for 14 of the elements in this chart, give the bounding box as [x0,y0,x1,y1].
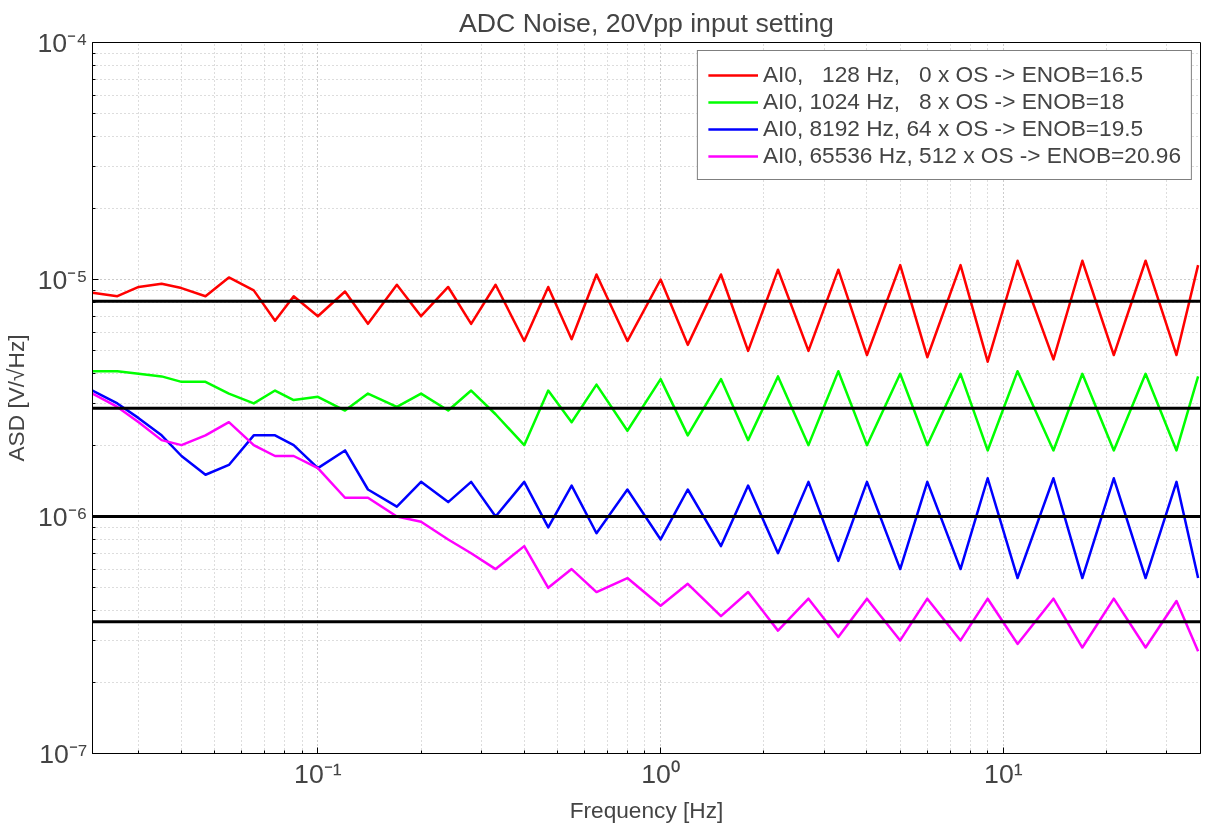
y-tick-label: 10⁻⁴ [37,27,88,58]
x-tick-label: 10⁻¹ [294,758,342,789]
chart-title: ADC Noise, 20Vpp input setting [459,7,834,38]
y-tick-label: 10⁻⁶ [37,501,88,532]
y-tick-label: 10⁻⁷ [39,738,88,769]
x-tick-label: 10¹ [984,758,1023,789]
x-tick-label: 10⁰ [641,758,680,789]
legend-label: AI0, 8192 Hz, 64 x OS -> ENOB=19.5 [762,115,1144,142]
y-tick-label: 10⁻⁵ [37,264,88,295]
legend-label: AI0, 1024 Hz, 8 x OS -> ENOB=18 [762,88,1125,115]
legend-label: AI0, 128 Hz, 0 x OS -> ENOB=16.5 [762,61,1144,88]
y-axis-title: ASD [V/√Hz] [3,334,30,462]
legend-label: AI0, 65536 Hz, 512 x OS -> ENOB=20.96 [762,142,1181,169]
x-axis-title: Frequency [Hz] [569,796,724,823]
